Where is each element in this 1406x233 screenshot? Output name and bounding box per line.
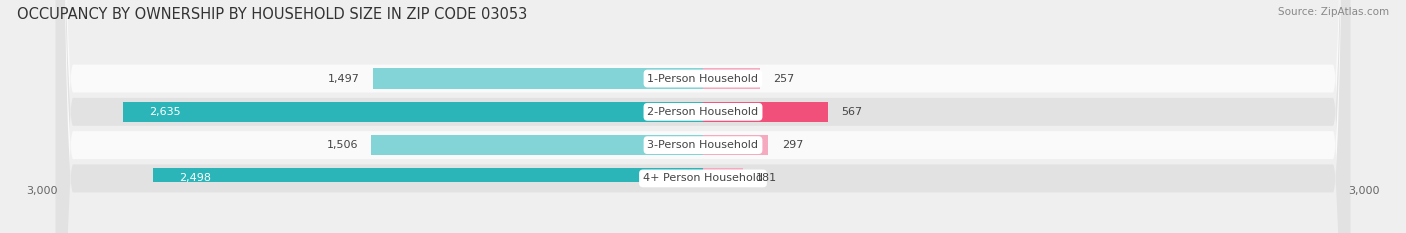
Text: 2-Person Household: 2-Person Household <box>647 107 759 117</box>
Bar <box>703 102 828 122</box>
Legend: Owner-occupied, Renter-occupied: Owner-occupied, Renter-occupied <box>586 230 820 233</box>
Text: 181: 181 <box>756 173 778 183</box>
Text: 1,506: 1,506 <box>326 140 359 150</box>
Bar <box>122 102 703 122</box>
Text: 297: 297 <box>782 140 803 150</box>
Text: OCCUPANCY BY OWNERSHIP BY HOUSEHOLD SIZE IN ZIP CODE 03053: OCCUPANCY BY OWNERSHIP BY HOUSEHOLD SIZE… <box>17 7 527 22</box>
Text: 2,498: 2,498 <box>179 173 211 183</box>
Text: 2,635: 2,635 <box>149 107 180 117</box>
Text: 567: 567 <box>841 107 862 117</box>
FancyBboxPatch shape <box>55 0 1351 233</box>
Text: Source: ZipAtlas.com: Source: ZipAtlas.com <box>1278 7 1389 17</box>
FancyBboxPatch shape <box>55 0 1351 233</box>
Bar <box>153 168 703 189</box>
Text: 1,497: 1,497 <box>328 74 360 84</box>
Bar <box>703 135 769 155</box>
FancyBboxPatch shape <box>55 0 1351 233</box>
FancyBboxPatch shape <box>55 0 1351 233</box>
Bar <box>703 68 759 89</box>
Text: 257: 257 <box>773 74 794 84</box>
Text: 4+ Person Household: 4+ Person Household <box>643 173 763 183</box>
Text: 1-Person Household: 1-Person Household <box>648 74 758 84</box>
Bar <box>371 135 703 155</box>
Bar <box>703 168 742 189</box>
Text: 3-Person Household: 3-Person Household <box>648 140 758 150</box>
Bar <box>373 68 703 89</box>
